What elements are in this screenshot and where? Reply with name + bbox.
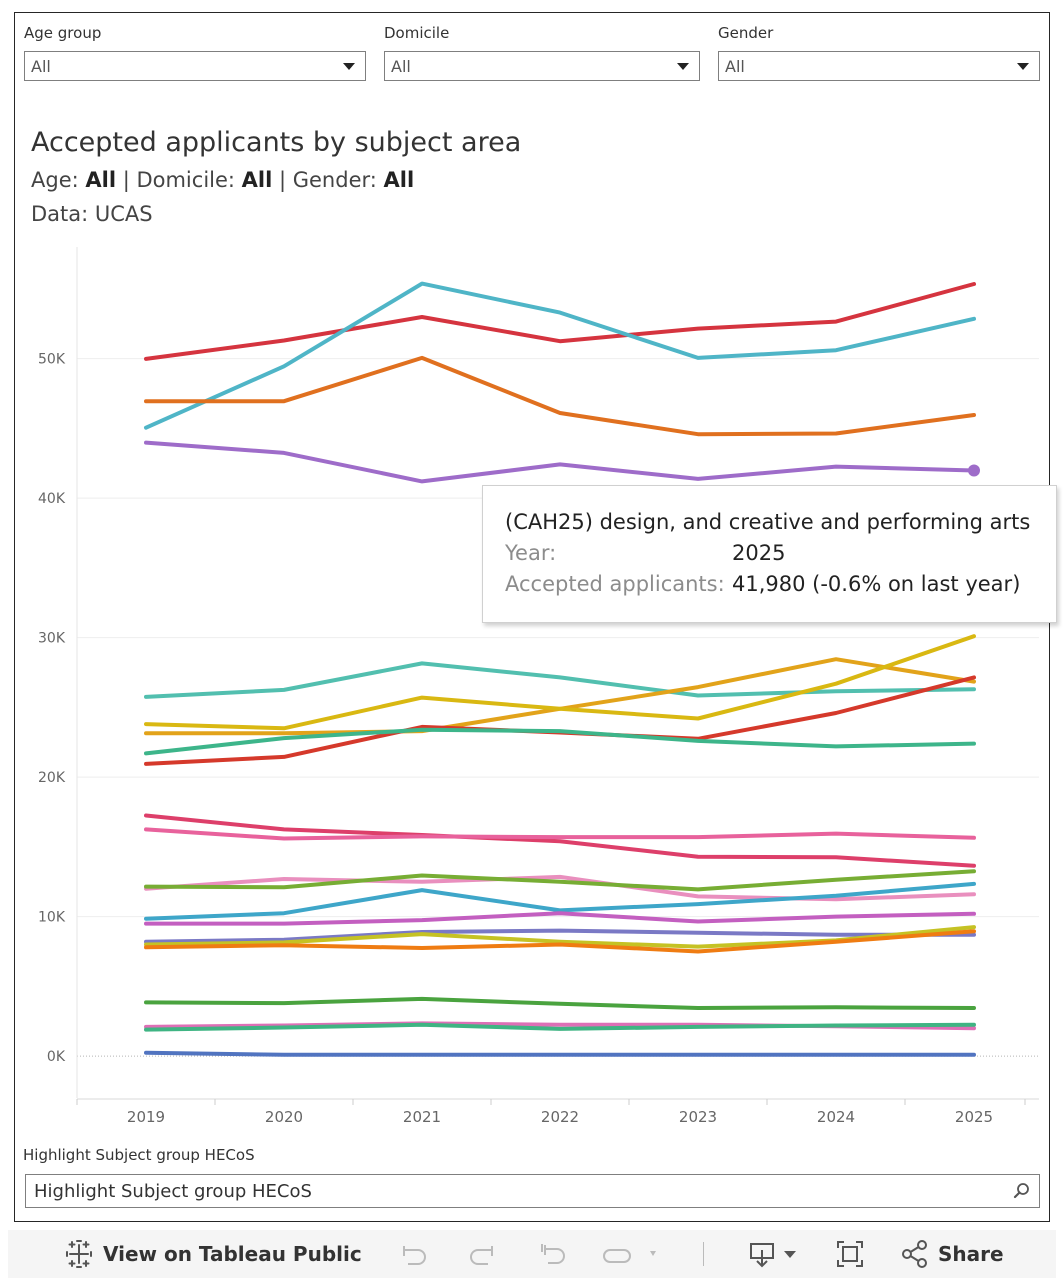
redo-icon (470, 1246, 493, 1265)
search-icon[interactable] (1013, 1182, 1031, 1200)
filter-gender-label: Gender (718, 24, 774, 42)
age-prefix: Age: (31, 168, 86, 192)
x-tick-label: 2025 (955, 1108, 993, 1126)
age-group-dropdown[interactable]: All (24, 51, 366, 81)
tooltip-heading: (CAH25) design, and creative and perform… (505, 510, 1031, 534)
x-tick-label: 2022 (541, 1108, 579, 1126)
gender-value: All (725, 57, 745, 76)
line-chart[interactable]: 0K 10K 20K 30K 40K 50K 2019 2020 2021 2022 2023 202… (15, 13, 1049, 1133)
chevron-down-icon (343, 63, 355, 70)
redo-button[interactable] (464, 1238, 500, 1270)
tooltip-year-row: Year: 2025 (505, 541, 1056, 572)
series-line-12 (144, 869, 976, 892)
fullscreen-icon (837, 1241, 863, 1267)
fullscreen-button[interactable] (834, 1238, 866, 1270)
age-group-value: All (31, 57, 51, 76)
series-line-10 (144, 827, 976, 841)
share-label: Share (938, 1242, 1004, 1266)
gender-prefix: | Gender: (272, 168, 384, 192)
tooltip-year-value: 2025 (732, 541, 786, 565)
series-line-15 (144, 928, 976, 944)
tableau-toolbar: View on Tableau Public (8, 1230, 1056, 1278)
series-line-17 (144, 929, 976, 954)
refresh-icon (603, 1249, 656, 1263)
y-tick-label: 30K (38, 631, 66, 647)
download-button[interactable] (746, 1238, 802, 1270)
tooltip-year-label: Year: (505, 541, 557, 565)
highlight-label: Highlight Subject group HECoS (23, 1146, 255, 1164)
view-on-tableau-public-button[interactable]: View on Tableau Public (63, 1238, 362, 1270)
series-line-9 (144, 813, 976, 868)
series-line-2 (144, 355, 976, 437)
highlight-search-input[interactable] (32, 1175, 996, 1207)
y-tick-label: 40K (38, 491, 66, 507)
viz-frame: Age group All Domicile All Gender All Ac… (14, 12, 1057, 1222)
chart-subtitle: Age: All | Domicile: All | Gender: All (31, 168, 414, 192)
series-line-21 (144, 1050, 976, 1057)
highlighted-point (968, 464, 980, 477)
series-line-4 (144, 661, 976, 699)
series-line-13 (144, 881, 976, 921)
toolbar-divider (703, 1242, 704, 1266)
filter-age-group-label: Age group (24, 24, 102, 42)
x-tick-label: 2019 (127, 1108, 165, 1126)
tableau-logo-icon (66, 1240, 92, 1268)
age-value: All (85, 168, 117, 192)
x-tick-label: 2021 (403, 1108, 441, 1126)
domicile-dropdown[interactable]: All (384, 51, 700, 81)
undo-icon (403, 1246, 426, 1265)
download-icon (750, 1243, 796, 1268)
gender-dropdown[interactable]: All (718, 51, 1040, 81)
chevron-down-icon (1017, 63, 1029, 70)
series-line-14 (144, 911, 976, 926)
filter-domicile: Domicile All (384, 23, 700, 81)
undo-button[interactable] (396, 1238, 432, 1270)
chart-title: Accepted applicants by subject area (31, 127, 522, 158)
filter-domicile-label: Domicile (384, 24, 450, 42)
highlight-search-box[interactable] (25, 1174, 1040, 1208)
filter-age-group: Age group All (24, 23, 366, 81)
share-icon (902, 1240, 927, 1268)
tooltip-value-label: Accepted applicants: (505, 572, 725, 596)
y-tick-label: 0K (47, 1049, 66, 1065)
view-on-tableau-public-label: View on Tableau Public (103, 1242, 362, 1266)
domicile-value-text: All (241, 168, 273, 192)
tooltip-value-text: 41,980 (-0.6% on last year) (732, 572, 1021, 596)
series-line-20 (144, 1022, 976, 1032)
series-line-6 (144, 634, 976, 731)
series-line-0 (144, 282, 976, 361)
refresh-button[interactable] (598, 1238, 662, 1270)
x-tick-label: 2024 (817, 1108, 855, 1126)
y-tick-label: 50K (38, 352, 66, 368)
revert-button[interactable] (536, 1238, 572, 1270)
domicile-prefix: | Domicile: (116, 168, 242, 192)
domicile-value: All (391, 57, 411, 76)
series-line-8 (144, 727, 976, 756)
data-source: Data: UCAS (31, 202, 153, 226)
filter-gender: Gender All (718, 23, 1040, 81)
x-tick-label: 2020 (265, 1108, 303, 1126)
revert-icon (541, 1244, 565, 1264)
y-tick-label: 20K (38, 770, 66, 786)
share-button[interactable]: Share (900, 1238, 1004, 1270)
series-line-5 (144, 657, 976, 736)
y-tick-label: 10K (38, 910, 66, 926)
series-line-11 (144, 874, 976, 902)
chevron-down-icon (677, 63, 689, 70)
gender-value-text: All (383, 168, 415, 192)
series-line-3 (144, 440, 976, 484)
tooltip: (CAH25) design, and creative and perform… (482, 485, 1057, 623)
series-line-18 (144, 996, 976, 1010)
x-tick-label: 2023 (679, 1108, 717, 1126)
tooltip-value-row: Accepted applicants: 41,980 (-0.6% on la… (505, 572, 1056, 603)
series-line-1 (144, 281, 976, 430)
